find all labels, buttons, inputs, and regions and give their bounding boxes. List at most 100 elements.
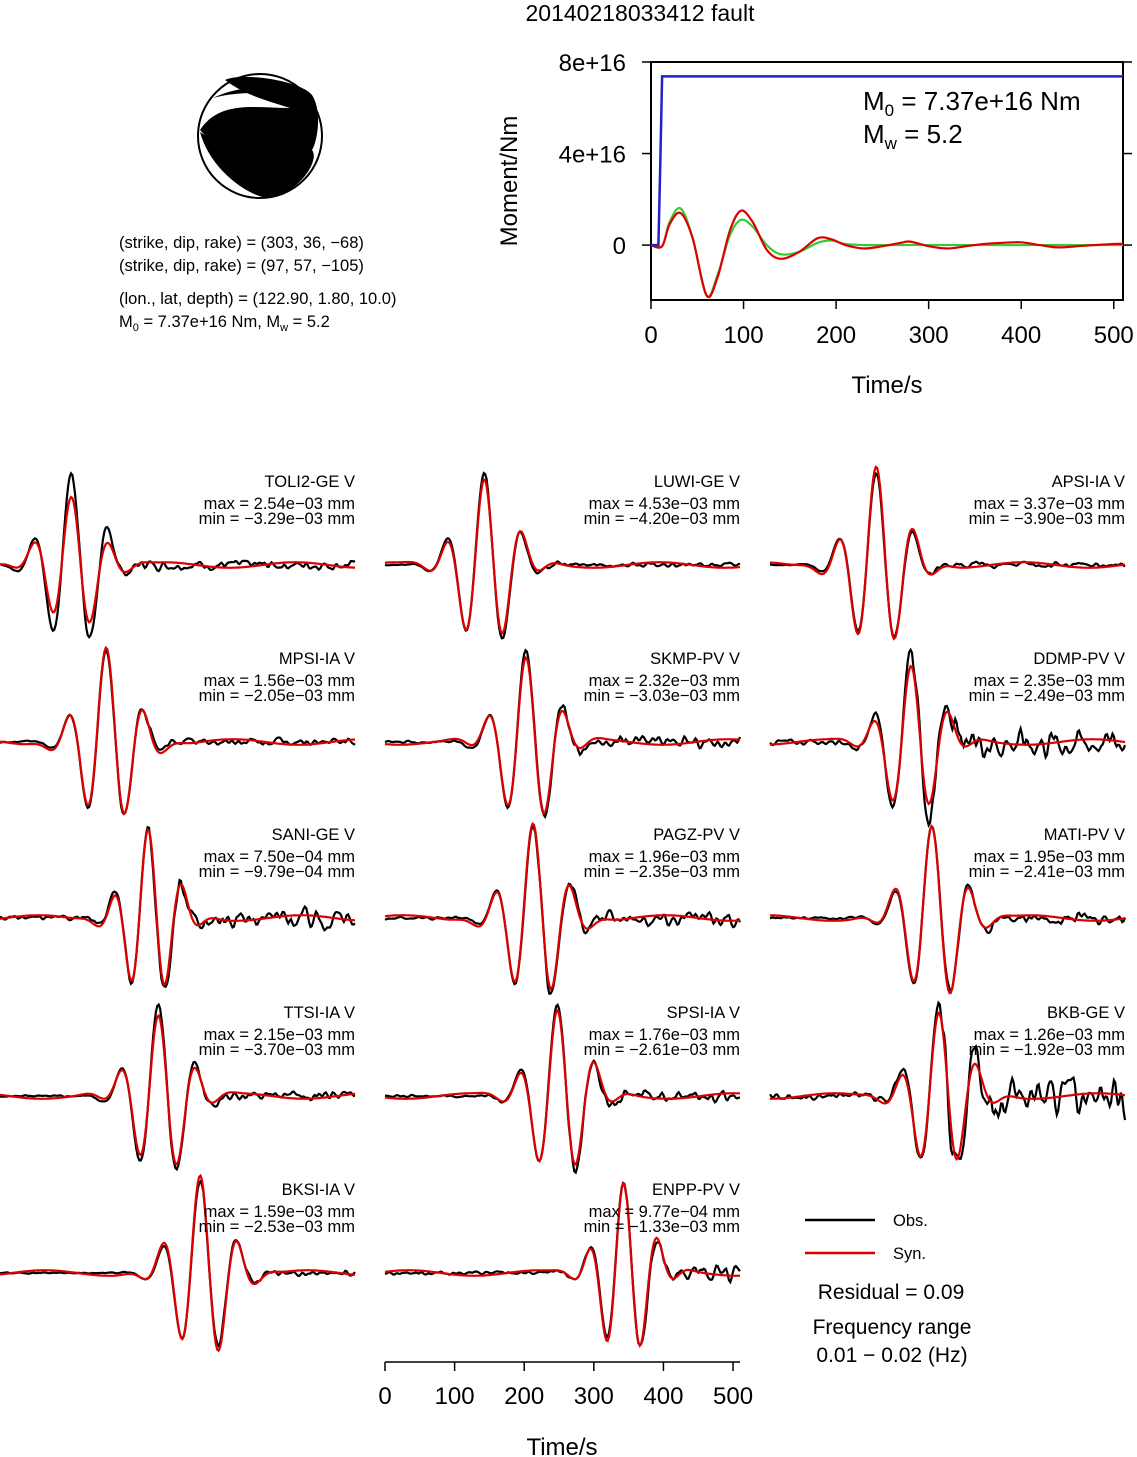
synthetic-trace: [770, 664, 1126, 806]
station-max: max = 1.26e−03 mm: [974, 1026, 1125, 1044]
figure-title: 20140218033412 fault: [526, 0, 756, 26]
focal-moment-line: M0 = 7.37e+16 Nm, Mw = 5.2: [119, 313, 330, 334]
waveform-xlabel: Time/s: [526, 1434, 597, 1457]
focal-info: (strike, dip, rake) = (303, 36, −68) (st…: [119, 234, 396, 334]
wave-xtick-label: 100: [435, 1383, 475, 1410]
station-min: min = −2.61e−03 mm: [584, 1041, 740, 1059]
moment-xtick-label: 0: [644, 322, 657, 349]
station-name: ENPP-PV V: [652, 1181, 740, 1199]
station-max: max = 7.50e−04 mm: [204, 848, 355, 866]
wave-xtick-label: 300: [574, 1383, 614, 1410]
station-name: MPSI-IA V: [279, 650, 355, 668]
synthetic-trace: [770, 1011, 1126, 1161]
station-min: min = −1.92e−03 mm: [969, 1041, 1125, 1059]
station-name: BKB-GE V: [1047, 1004, 1125, 1022]
station-min: min = −2.49e−03 mm: [969, 687, 1125, 705]
synthetic-trace: [0, 495, 356, 624]
wave-xtick-label: 400: [643, 1383, 683, 1410]
station-max: max = 2.35e−03 mm: [974, 672, 1125, 690]
station-min: min = −1.33e−03 mm: [584, 1218, 740, 1236]
station-min: min = −9.79e−04 mm: [199, 863, 355, 881]
observed-trace: [0, 1002, 356, 1172]
synthetic-trace: [0, 645, 356, 816]
station-max: max = 3.37e−03 mm: [974, 495, 1125, 513]
moment-ytick-label: 8e+16: [559, 50, 626, 77]
wave-xtick-label: 0: [378, 1383, 391, 1410]
moment-ylabel: Moment/Nm: [496, 116, 523, 247]
station-name: SPSI-IA V: [667, 1004, 740, 1022]
moment-panel: 0 100 200 300 400 500 0 4e+16 8e+16 Moment/Nm Ti…: [496, 50, 1134, 399]
station-max: max = 1.59e−03 mm: [204, 1203, 355, 1221]
legend-obs-label: Obs.: [893, 1212, 928, 1230]
station-min: min = −3.70e−03 mm: [199, 1041, 355, 1059]
frequency-value: 0.01 − 0.02 (Hz): [816, 1344, 967, 1367]
moment-axes: 0 100 200 300 400 500 0 4e+16 8e+16: [559, 50, 1134, 349]
focal-strike-1: (strike, dip, rake) = (303, 36, −68): [119, 234, 364, 252]
synthetic-trace: [384, 655, 741, 816]
beachball-icon: [197, 73, 323, 199]
station-min: min = −2.05e−03 mm: [199, 687, 355, 705]
wave-xtick-label: 200: [504, 1383, 544, 1410]
waveform-time-axis: 0 100 200 300 400 500: [378, 1361, 753, 1410]
moment-xtick-label: 200: [816, 322, 856, 349]
residual-text: Residual = 0.09: [818, 1281, 965, 1304]
station-name: BKSI-IA V: [282, 1181, 355, 1199]
station-name: MATI-PV V: [1044, 826, 1125, 844]
station-min: min = −2.41e−03 mm: [969, 863, 1125, 881]
station-min: min = −3.29e−03 mm: [199, 510, 355, 528]
station-name: TOLI2-GE V: [265, 473, 355, 491]
synthetic-trace: [384, 821, 741, 991]
station-max: max = 1.76e−03 mm: [589, 1026, 740, 1044]
station-max: max = 1.96e−03 mm: [589, 848, 740, 866]
station-name: APSI-IA V: [1052, 473, 1125, 491]
station-min: min = −2.53e−03 mm: [199, 1218, 355, 1236]
synthetic-trace: [384, 1008, 741, 1166]
station-min: min = −3.90e−03 mm: [969, 510, 1125, 528]
moment-ytick-label: 4e+16: [559, 142, 626, 169]
station-max: max = 1.56e−03 mm: [204, 672, 355, 690]
moment-green-curve: [650, 206, 1123, 298]
moment-red-curve: [650, 209, 1124, 299]
moment-lines: [650, 75, 1124, 299]
station-min: min = −2.35e−03 mm: [584, 863, 740, 881]
station-name: PAGZ-PV V: [653, 826, 740, 844]
station-max: max = 4.53e−03 mm: [589, 495, 740, 513]
station-max: max = 9.77e−04 mm: [589, 1203, 740, 1221]
station-name: SANI-GE V: [272, 826, 355, 844]
station-name: DDMP-PV V: [1033, 650, 1125, 668]
station-max: max = 2.32e−03 mm: [589, 672, 740, 690]
synthetic-trace: [0, 1173, 356, 1353]
moment-plot-frame: [650, 61, 1124, 301]
frequency-title: Frequency range: [813, 1316, 972, 1339]
station-max: max = 2.54e−03 mm: [204, 495, 355, 513]
moment-cumulative-curve: [651, 75, 1123, 247]
station-name: SKMP-PV V: [650, 650, 740, 668]
focal-strike-2: (strike, dip, rake) = (97, 57, −105): [119, 257, 364, 275]
focal-location: (lon., lat, depth) = (122.90, 1.80, 10.0…: [119, 290, 396, 308]
station-max: max = 1.95e−03 mm: [974, 848, 1125, 866]
moment-mw-annotation: Mw = 5.2: [863, 119, 963, 153]
observed-trace: [0, 471, 356, 639]
station-max: max = 2.15e−03 mm: [204, 1026, 355, 1044]
wave-xtick-label: 500: [713, 1383, 753, 1410]
moment-xtick-label: 100: [724, 322, 764, 349]
moment-xtick-label: 500: [1094, 322, 1134, 349]
synthetic-trace: [769, 465, 1126, 641]
observed-trace: [769, 647, 1127, 829]
synthetic-trace: [384, 1181, 740, 1348]
synthetic-trace: [0, 828, 356, 987]
